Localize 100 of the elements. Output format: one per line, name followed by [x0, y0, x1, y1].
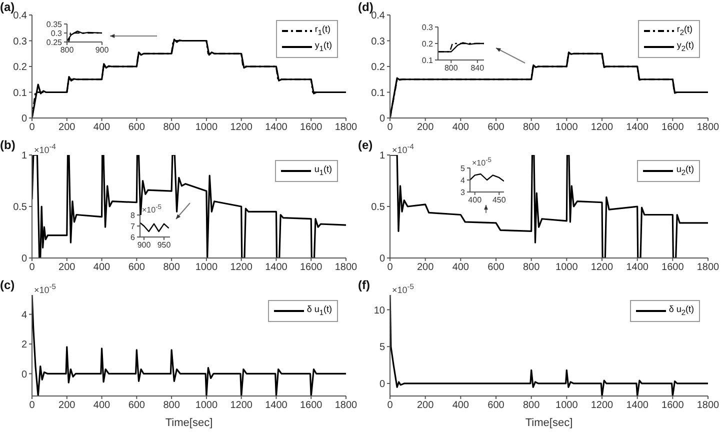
x-tick-label: 400 — [93, 262, 111, 274]
x-tick-label: 1200 — [230, 400, 253, 412]
y-tick-label: 0.35 — [46, 20, 63, 29]
y-tick-label: 0.25 — [46, 38, 63, 47]
y-tick-label: 0.1 — [13, 88, 28, 99]
y-tick-label: 0.2 — [13, 62, 28, 74]
y-tick-label: 2 — [21, 340, 28, 351]
x-tick-label: 900 — [137, 240, 152, 250]
x-tick-label: 200 — [58, 262, 76, 274]
x-tick-label: 1400 — [265, 122, 288, 134]
x-tick-label: 1000 — [195, 122, 218, 134]
x-tick-label: 800 — [163, 122, 180, 134]
legend-label: δ u$_{1}$(t) — [306, 303, 332, 319]
line-series — [390, 295, 708, 396]
annotation: ×10$^{-5}$ — [472, 157, 492, 168]
x-tick-label: 1600 — [662, 400, 684, 412]
x-tick-label: 400 — [452, 400, 470, 412]
legend-label: y$_{1}$(t) — [314, 38, 332, 55]
x-tick-label: 1400 — [265, 400, 288, 412]
x-tick-label: 1400 — [626, 122, 649, 134]
legend-label: u$_{2}$(t) — [676, 163, 694, 179]
x-tick-label: 1600 — [300, 122, 323, 134]
x-tick-label: 800 — [444, 64, 458, 73]
legend-label: δ u$_{2}$(t) — [668, 303, 694, 319]
x-tick-label: 1200 — [590, 122, 614, 134]
y-tick-label: 0.4 — [371, 10, 386, 22]
y-tick-label: 0 — [21, 254, 28, 265]
chart-title: (b) — [0, 138, 16, 152]
x-axis-title: Time[sec] — [165, 417, 213, 429]
chart-title: (a) — [0, 0, 15, 14]
chart-title: (c) — [0, 278, 15, 292]
x-tick-label: 600 — [488, 262, 505, 274]
x-tick-label: 1800 — [696, 262, 720, 274]
x-axis-title: Time[sec] — [525, 417, 573, 429]
x-tick-label: 800 — [522, 400, 540, 412]
y-tick-label: 0.2 — [422, 39, 434, 48]
line-series — [390, 155, 708, 258]
x-tick-label: 1200 — [590, 400, 614, 412]
y-tick-label: 0 — [379, 254, 386, 265]
annotation: ×10$^{-4}$ — [34, 142, 56, 155]
x-tick-label: 800 — [60, 46, 74, 55]
chart-title: (d) — [358, 0, 374, 14]
text: ×10$^{-5}$ — [392, 282, 414, 295]
line-series — [32, 155, 346, 258]
x-tick-label: 200 — [416, 400, 434, 412]
annotation: ×10$^{-5}$ — [142, 204, 162, 215]
y-tick-label: 0.3 — [50, 28, 63, 38]
x-tick-label: 0 — [387, 122, 394, 134]
x-tick-label: 1200 — [230, 262, 253, 274]
x-tick-label: 600 — [488, 400, 505, 412]
x-tick-label: 800 — [522, 262, 540, 274]
y-tick-label: 4 — [21, 310, 28, 321]
x-tick-label: 1000 — [556, 262, 578, 274]
x-tick-label: 1600 — [662, 262, 684, 274]
chart-title: (f) — [358, 278, 370, 292]
x-tick-label: 400 — [452, 122, 470, 134]
x-tick-label: 1800 — [334, 122, 358, 134]
x-tick-label: 800 — [522, 122, 540, 134]
y-tick-label: 10 — [374, 305, 386, 316]
y-tick-label: 0.2 — [371, 62, 386, 74]
x-tick-label: 600 — [488, 122, 505, 134]
x-tick-label: 600 — [128, 400, 146, 412]
x-tick-label: 1000 — [556, 400, 578, 412]
y-tick-label: 0.3 — [371, 36, 386, 48]
y-tick-label: 0.1 — [422, 56, 434, 65]
y-tick-label: 7 — [130, 222, 136, 231]
x-tick-label: 0 — [29, 122, 36, 134]
y-tick-label: 0.1 — [371, 88, 386, 99]
y-tick-label: 1 — [379, 150, 386, 162]
x-tick-label: 1800 — [696, 122, 720, 134]
y-tick-label: 0.3 — [422, 22, 434, 32]
x-tick-label: 200 — [58, 400, 76, 412]
x-tick-label: 1200 — [590, 262, 614, 274]
y-tick-label: 0.4 — [13, 10, 28, 22]
y-tick-label: 0.5 — [13, 202, 28, 214]
y-tick-label: 1 — [21, 150, 28, 162]
x-tick-label: 0 — [29, 400, 36, 412]
x-tick-label: 0 — [387, 400, 394, 412]
x-tick-label: 1600 — [300, 400, 323, 412]
line-series — [140, 222, 170, 232]
legend-label: u$_{1}$(t) — [314, 163, 332, 179]
x-tick-label: 1800 — [696, 400, 720, 412]
text: ×10$^{-5}$ — [34, 282, 56, 295]
x-tick-label: 600 — [128, 122, 146, 134]
x-tick-label: 1200 — [230, 122, 253, 134]
x-tick-label: 1400 — [626, 400, 649, 412]
y-tick-label: 0 — [379, 379, 386, 390]
y-tick-label: 4 — [460, 176, 466, 185]
y-tick-label: 5 — [379, 342, 386, 354]
chart-title: (e) — [358, 138, 373, 152]
x-tick-label: 840 — [470, 64, 485, 73]
x-tick-label: 950 — [157, 240, 172, 250]
x-tick-label: 200 — [416, 262, 434, 274]
x-tick-label: 1600 — [662, 122, 684, 134]
x-tick-label: 400 — [93, 400, 111, 412]
x-tick-label: 0 — [29, 262, 36, 274]
x-tick-label: 1800 — [334, 400, 358, 412]
y-tick-label: 8 — [130, 210, 136, 220]
x-tick-label: 800 — [163, 262, 180, 274]
x-tick-label: 450 — [492, 196, 506, 205]
